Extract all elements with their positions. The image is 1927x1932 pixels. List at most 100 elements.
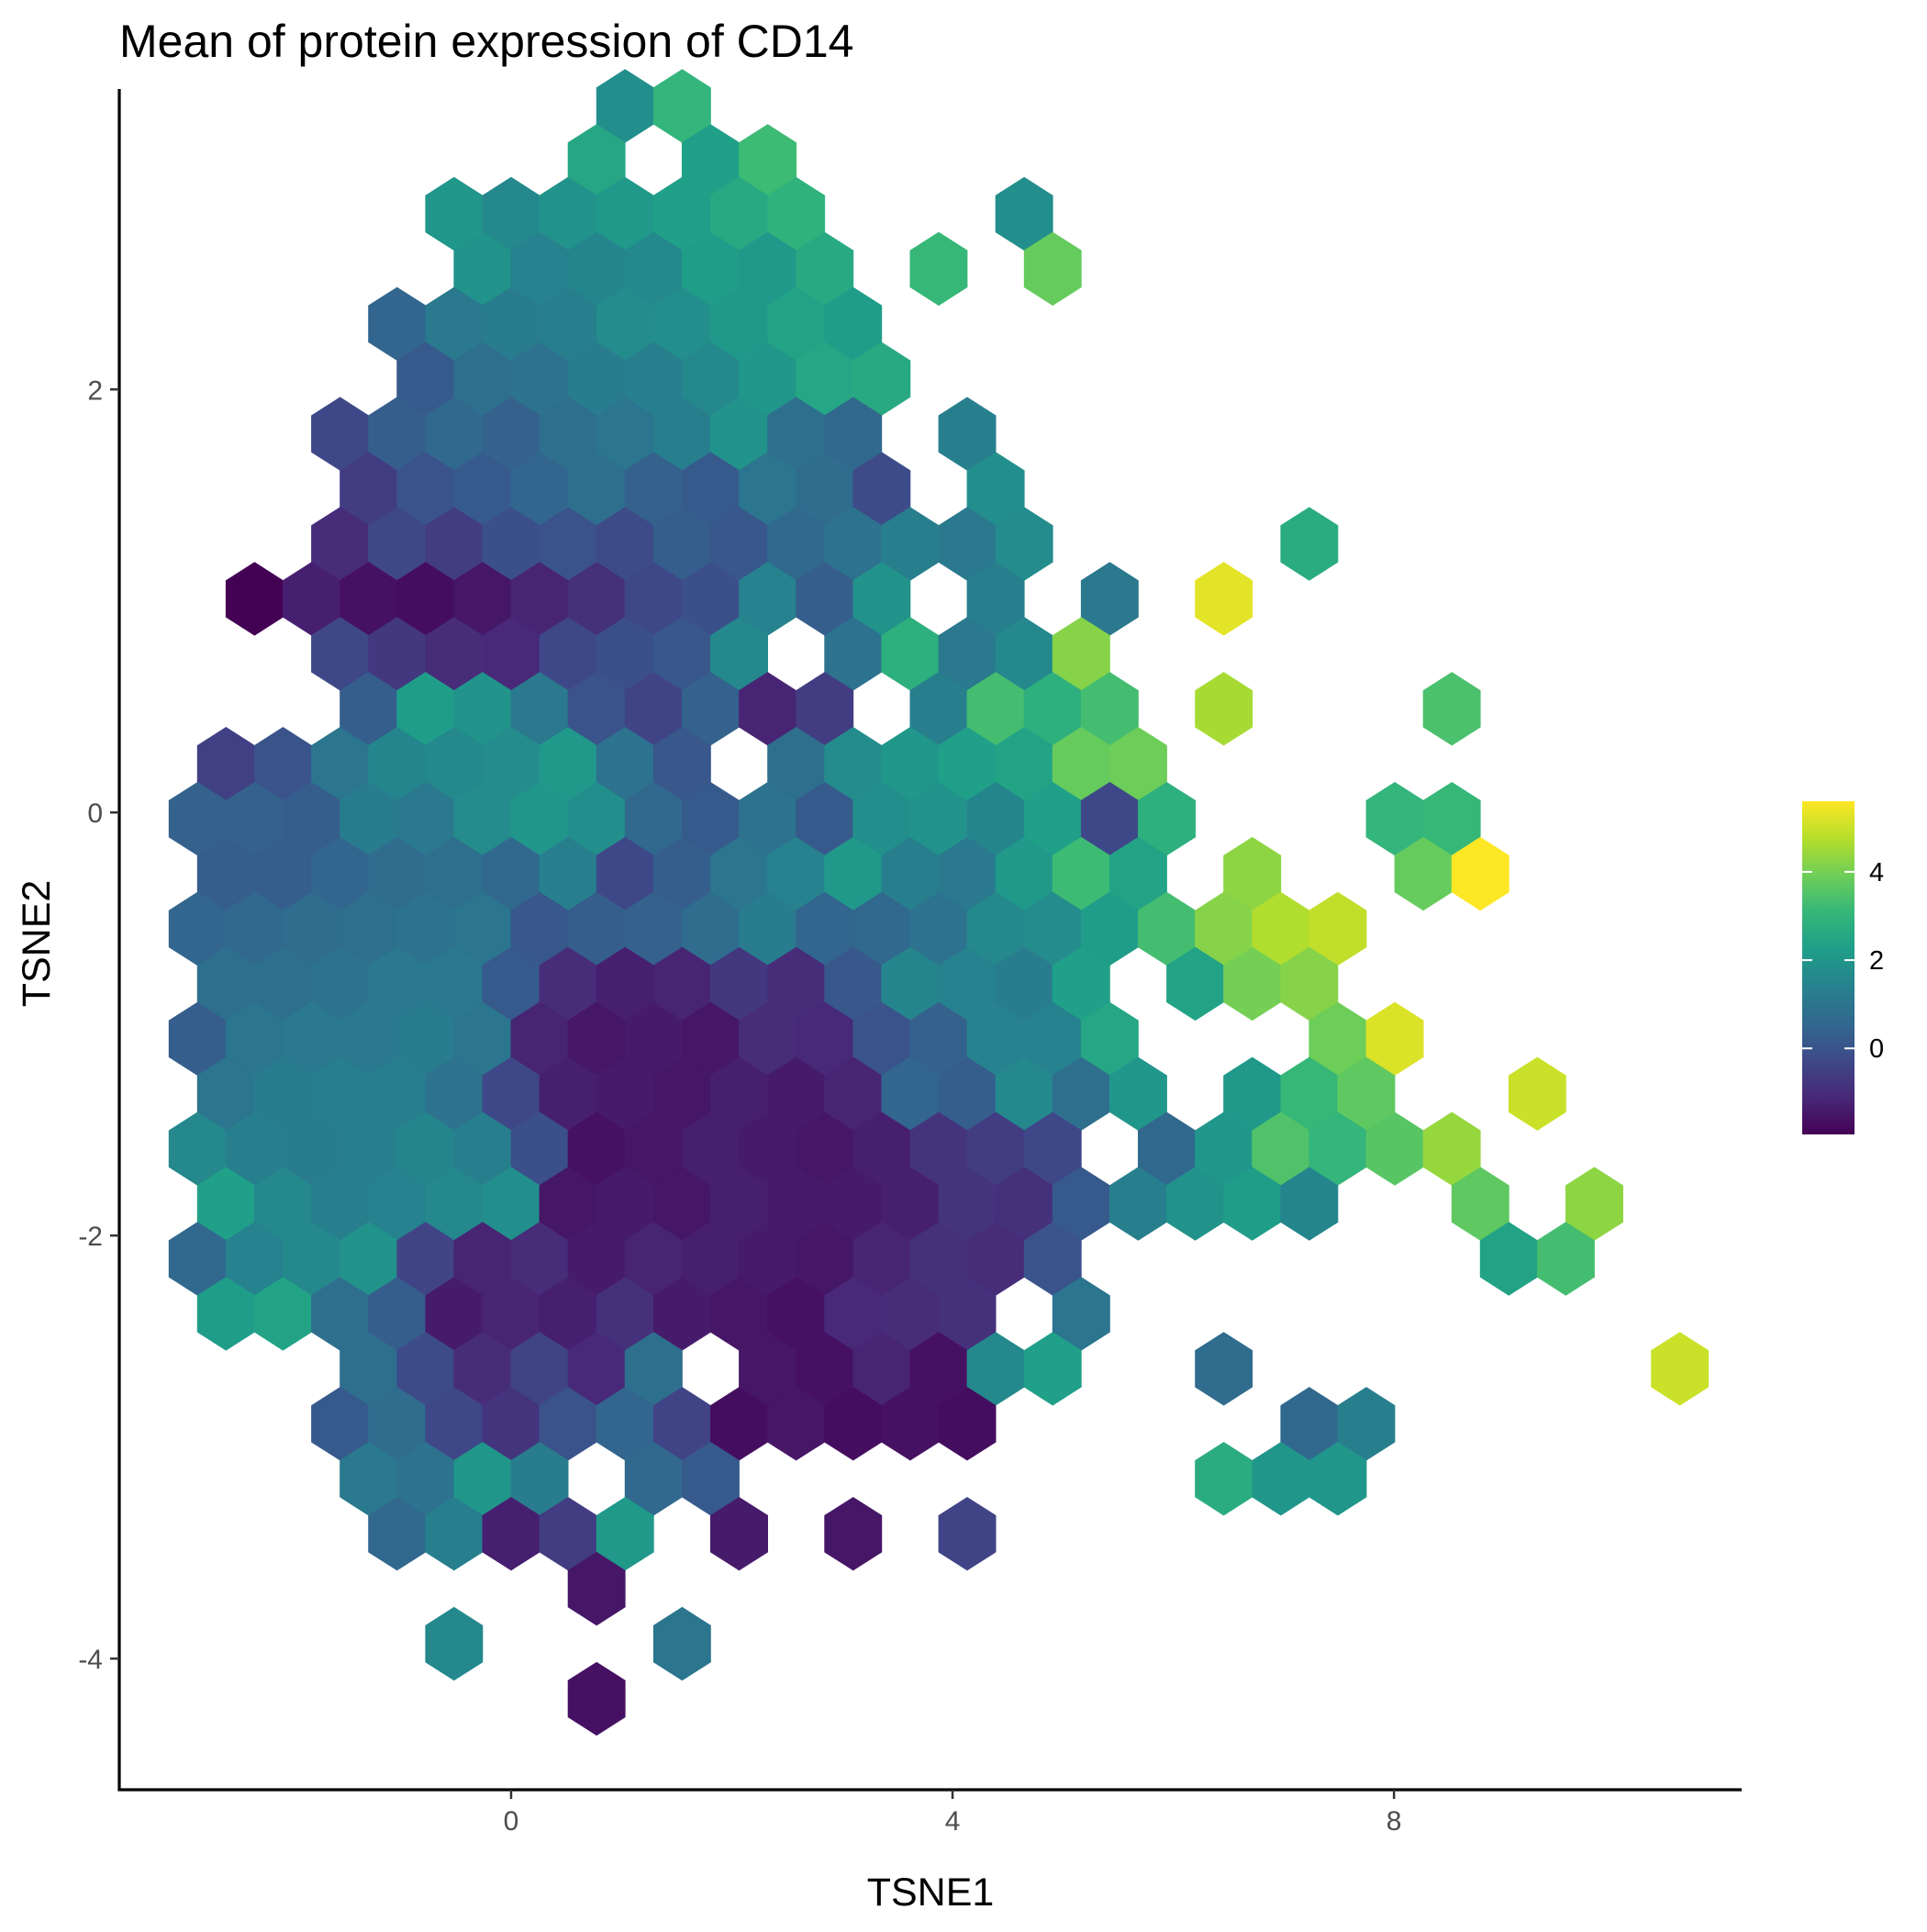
hex-bin [938,1277,997,1351]
hex-bin [1280,1167,1339,1241]
hex-bin [311,727,369,801]
hex-bin [739,1332,796,1406]
hex-bin [652,836,711,911]
y-tick-label: -4 [78,1645,103,1675]
hex-bin [510,1111,569,1186]
hex-bin [510,1442,569,1516]
hex-bin [1052,617,1110,691]
hex-bin [1023,231,1082,307]
hex-bin [624,891,683,966]
hex-bin [225,1222,284,1296]
hex-bin [652,286,711,361]
hex-bin [739,782,796,856]
hex-bin [624,562,683,636]
hex-bin [340,891,398,966]
hex-bin [796,1111,854,1186]
hex-bin [1052,1277,1110,1351]
hex-bin [196,727,255,801]
hex-bin [567,231,626,307]
hex-bin [1280,1387,1339,1461]
hex-bin [539,1056,597,1131]
colorbar-ticks: 0 2 4 [1802,858,1884,1064]
hex-bin [539,1387,597,1461]
hex-bin [966,782,1025,856]
hex-bin [539,1167,597,1241]
hex-bin [567,1111,626,1186]
hex-bin [1223,1167,1282,1241]
hex-bin [796,782,854,856]
hex-bin [995,946,1053,1022]
hex-bin [909,1001,968,1076]
hex-bin [739,1111,796,1186]
hex-bin [852,452,911,526]
hex-bin [710,396,768,471]
hex-bin [539,176,597,251]
hex-bin [196,946,255,1022]
hex-bin [596,946,654,1022]
y-axis-title: TSNE2 [15,880,59,1008]
hex-bin [624,782,683,856]
hex-bin [453,891,512,966]
hex-bin [624,1332,683,1406]
hex-bin [396,341,455,416]
hex-bin [1422,1111,1481,1186]
hex-bin [682,1222,740,1296]
hex-bin [966,1332,1025,1406]
hex-bin [1109,1056,1167,1131]
hex-bin [739,1222,796,1296]
hex-bin [482,946,540,1022]
hex-bin [368,1497,427,1571]
hex-bin [624,452,683,526]
hex-bin [453,672,512,746]
hex-bin [995,1167,1053,1241]
x-axis-title: TSNE1 [867,1871,995,1915]
hex-bin [824,1056,883,1131]
hex-bin [881,727,940,801]
hex-bin [539,1497,597,1571]
colorbar [1802,801,1855,1134]
hex-bin [824,1497,883,1571]
hex-bin [482,617,540,691]
hex-bin [567,124,626,198]
hex-layer [168,69,1710,1737]
hex-bin [682,124,740,198]
x-tick-label: 8 [1387,1806,1402,1837]
hex-bin [340,1001,398,1076]
hex-bin [425,1277,484,1351]
hex-bin [966,1111,1025,1186]
hex-bin [682,1001,740,1076]
hex-bin [482,1167,540,1241]
hex-bin [881,1167,940,1241]
hex-bin [510,672,569,746]
hex-bin [340,562,398,636]
hex-bin [824,286,883,361]
hex-bin [767,727,826,801]
hex-bin [196,836,255,911]
hex-bin [1451,836,1509,911]
hex-bin [1309,1111,1367,1186]
hex-bin [852,1222,911,1296]
hex-bin [539,836,597,911]
hex-bin [1365,1111,1424,1186]
hex-bin [425,1167,484,1241]
hex-bin [710,176,768,251]
hex-bin [1080,1001,1139,1076]
y-axis-ticks: -4 -2 0 2 [78,375,119,1675]
hex-bin [624,341,683,416]
hex-bin [396,562,455,636]
hex-bin [966,672,1025,746]
hex-bin [567,1222,626,1296]
hex-bin [995,836,1053,911]
hex-bin [1109,1167,1167,1241]
hex-bin [682,891,740,966]
hex-bin [1223,946,1282,1022]
y-tick-label: 0 [87,798,103,829]
hex-bin [767,1387,826,1461]
hex-bin [767,946,826,1022]
hex-bin [311,1387,369,1461]
hex-bin [425,946,484,1022]
hex-bin [1080,562,1139,636]
hex-bin [881,507,940,581]
hex-bin [1337,1056,1396,1131]
hex-bin [425,836,484,911]
